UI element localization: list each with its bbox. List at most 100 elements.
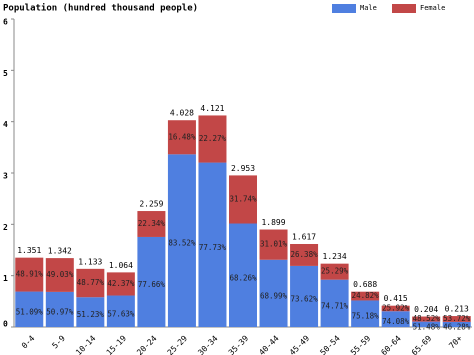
total-label: 1.133 bbox=[78, 257, 102, 266]
y-tick-label: 0 bbox=[3, 320, 8, 329]
bar-segment bbox=[76, 268, 105, 298]
legend-label: Male bbox=[360, 4, 377, 12]
bar-segment bbox=[290, 243, 319, 266]
share-label: 22.34% bbox=[138, 219, 166, 228]
share-label: 74.08% bbox=[382, 317, 410, 326]
share-label: 49.03% bbox=[46, 270, 74, 279]
share-label: 51.09% bbox=[16, 307, 44, 316]
x-tick-label: 45-49 bbox=[288, 334, 312, 355]
bar-segment bbox=[106, 272, 135, 296]
x-tick-label: 5-9 bbox=[50, 334, 67, 351]
share-label: 31.01% bbox=[260, 240, 288, 249]
bar-segment bbox=[290, 265, 319, 327]
share-label: 77.66% bbox=[138, 280, 166, 289]
chart-title: Population (hundred thousand people) bbox=[3, 3, 198, 14]
total-label: 4.121 bbox=[200, 104, 224, 113]
share-label: 24.82% bbox=[352, 291, 380, 300]
bar-segment bbox=[167, 154, 196, 327]
bar-segment bbox=[229, 223, 257, 327]
share-label: 83.52% bbox=[168, 239, 196, 248]
total-label: 0.415 bbox=[384, 294, 408, 303]
share-label: 75.18% bbox=[352, 312, 380, 321]
x-tick-label: 25-29 bbox=[166, 334, 190, 355]
bar-segment bbox=[198, 162, 227, 327]
share-label: 46.28% bbox=[443, 322, 471, 331]
x-tick-label: 20-24 bbox=[135, 334, 159, 355]
bar-segment bbox=[106, 295, 135, 327]
y-tick-label: 6 bbox=[3, 18, 8, 27]
share-label: 42.37% bbox=[107, 279, 135, 288]
bar-segment bbox=[15, 291, 44, 327]
bar-segment bbox=[259, 259, 288, 327]
x-tick-label: 65-69 bbox=[410, 334, 434, 355]
bar-segment bbox=[15, 257, 44, 292]
total-label: 1.064 bbox=[109, 261, 133, 270]
bar-segment bbox=[320, 263, 349, 280]
total-label: 2.953 bbox=[231, 164, 255, 173]
share-label: 57.63% bbox=[107, 309, 135, 318]
total-label: 2.259 bbox=[139, 200, 163, 209]
legend-label: Female bbox=[420, 4, 445, 12]
total-label: 0.204 bbox=[414, 305, 438, 314]
bar-segment bbox=[45, 291, 74, 327]
bar-segment bbox=[412, 321, 441, 327]
total-label: 4.028 bbox=[170, 109, 194, 118]
share-label: 16.48% bbox=[168, 132, 196, 141]
x-tick-label: 35-39 bbox=[227, 334, 251, 355]
total-label: 1.234 bbox=[323, 252, 347, 261]
bar-segment bbox=[45, 258, 74, 292]
bar-segment bbox=[137, 211, 166, 237]
legend-swatch bbox=[332, 4, 356, 13]
bar-segment bbox=[442, 321, 471, 327]
share-label: 25.29% bbox=[321, 267, 349, 276]
total-label: 1.342 bbox=[48, 247, 72, 256]
x-tick-label: 10-14 bbox=[74, 334, 98, 355]
bar-segment bbox=[442, 316, 471, 322]
share-label: 68.99% bbox=[260, 291, 288, 300]
x-tick-label: 60-64 bbox=[379, 334, 403, 355]
share-label: 51.23% bbox=[77, 310, 105, 319]
share-label: 25.92% bbox=[382, 303, 410, 312]
share-label: 26.38% bbox=[291, 250, 319, 259]
share-label: 53.72% bbox=[443, 314, 471, 323]
y-tick-label: 1 bbox=[3, 274, 8, 283]
bar-segment bbox=[381, 311, 410, 327]
y-tick-label: 5 bbox=[3, 69, 8, 78]
share-label: 31.74% bbox=[229, 194, 257, 203]
bar-segment bbox=[137, 236, 166, 327]
bar-segment bbox=[412, 316, 441, 322]
share-label: 68.26% bbox=[229, 273, 257, 282]
total-label: 1.351 bbox=[17, 246, 41, 255]
bar-segment bbox=[320, 279, 349, 327]
share-label: 77.73% bbox=[199, 243, 227, 252]
bar-segment bbox=[198, 115, 227, 163]
bar-segment bbox=[381, 305, 410, 312]
share-label: 74.71% bbox=[321, 301, 349, 310]
total-label: 1.899 bbox=[261, 218, 285, 227]
bar-segment bbox=[351, 291, 380, 301]
bar-segment bbox=[76, 297, 105, 327]
share-label: 73.62% bbox=[291, 294, 319, 303]
y-tick-label: 4 bbox=[3, 120, 8, 129]
x-tick-label: 55-59 bbox=[349, 334, 373, 355]
y-tick-label: 3 bbox=[3, 172, 8, 181]
x-tick-label: 50-54 bbox=[318, 334, 342, 355]
total-label: 1.617 bbox=[292, 232, 316, 241]
share-label: 51.48% bbox=[413, 322, 441, 331]
legend-swatch bbox=[392, 4, 416, 13]
y-tick-label: 2 bbox=[3, 223, 8, 232]
share-label: 50.97% bbox=[46, 307, 74, 316]
total-label: 0.213 bbox=[445, 305, 469, 314]
bar-segment bbox=[167, 120, 196, 155]
share-label: 48.52% bbox=[413, 314, 441, 323]
bar-segment bbox=[259, 229, 288, 260]
x-tick-label: 70+ bbox=[447, 334, 464, 351]
x-tick-label: 40-44 bbox=[257, 334, 281, 355]
x-tick-label: 30-34 bbox=[196, 334, 220, 355]
share-label: 48.77% bbox=[77, 278, 105, 287]
share-label: 48.91% bbox=[16, 270, 44, 279]
bar-segment bbox=[229, 175, 257, 224]
x-tick-label: 15-19 bbox=[105, 334, 129, 355]
bar-segment bbox=[351, 300, 380, 327]
